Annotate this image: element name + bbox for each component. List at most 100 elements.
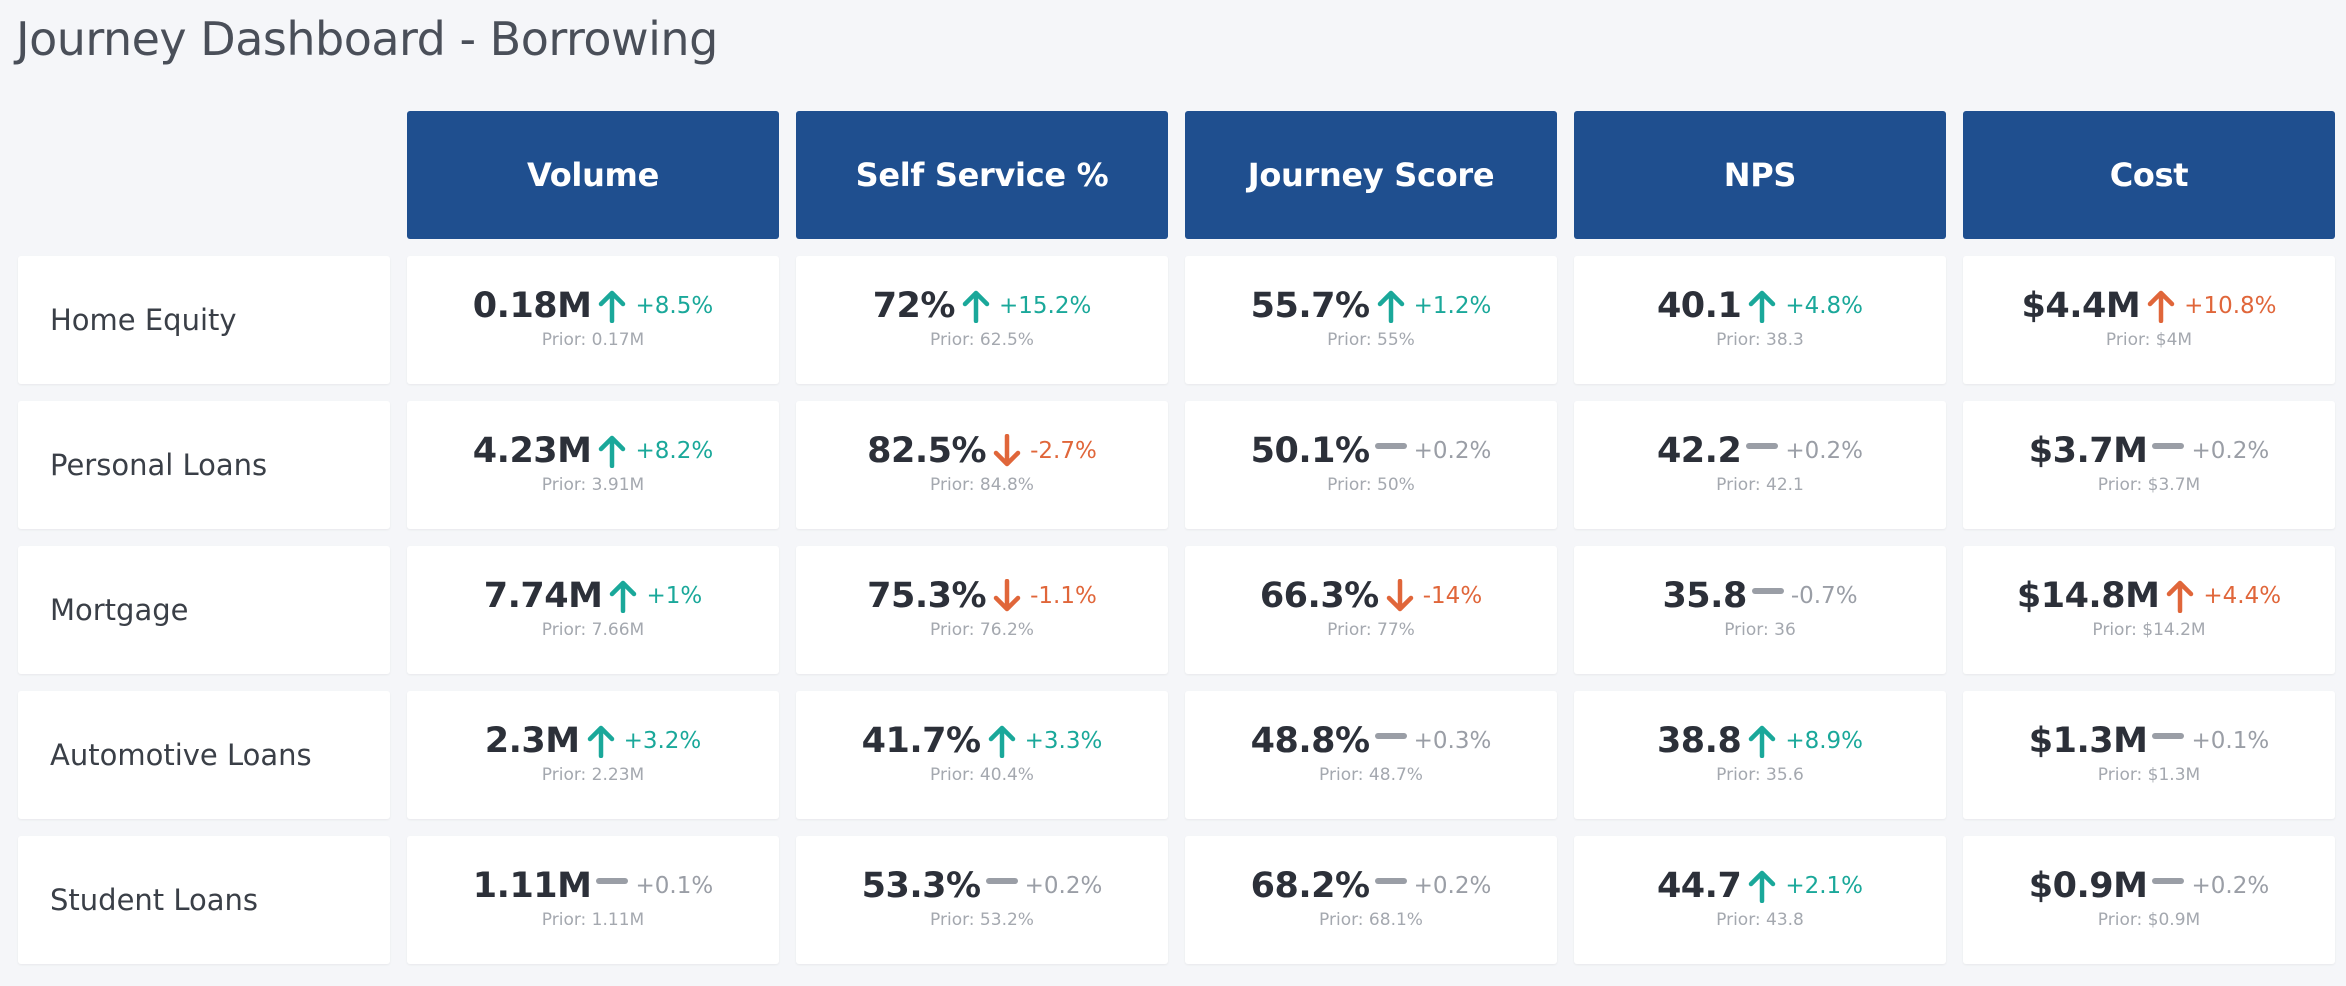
metric-prior: Prior: 62.5% [930, 330, 1034, 350]
metric-card-cost: $1.3M +0.1% Prior: $1.3M [1963, 691, 2335, 819]
metric-change: +0.2% [1024, 873, 1103, 899]
metric-card-journey-score: 50.1% +0.2% Prior: 50% [1185, 401, 1557, 529]
row-label: Personal Loans [18, 401, 390, 529]
metric-card-cost: $4.4M +10.8% Prior: $4M [1963, 256, 2335, 384]
metric-prior: Prior: $3.7M [2097, 475, 2201, 495]
metric-line: 38.8 +8.9% [1657, 719, 1863, 763]
metric-line: $4.4M +10.8% [2021, 284, 2276, 328]
metric-change: +0.1% [2191, 728, 2270, 754]
metric-card-volume: 2.3M +3.2% Prior: 2.23M [407, 691, 779, 819]
metric-change: +8.9% [1785, 728, 1864, 754]
column-header-cost: Cost [1963, 111, 2335, 239]
metric-card-journey-score: 55.7% +1.2% Prior: 55% [1185, 256, 1557, 384]
metric-prior: Prior: 84.8% [930, 475, 1034, 495]
metric-line: 2.3M +3.2% [485, 719, 702, 763]
metric-value: 50.1% [1250, 431, 1370, 471]
metric-line: 75.3% -1.1% [867, 574, 1097, 618]
arrow-up-icon [595, 286, 629, 326]
metric-prior: Prior: $14.2M [2092, 620, 2206, 640]
metric-value: 35.8 [1662, 576, 1747, 616]
metric-prior: Prior: 42.1 [1716, 475, 1804, 495]
metric-line: 66.3% -14% [1260, 574, 1482, 618]
metric-change: +0.1% [635, 873, 714, 899]
metric-line: $3.7M +0.2% [2029, 429, 2269, 473]
metric-change: +0.2% [1785, 438, 1864, 464]
metric-line: 1.11M +0.1% [473, 864, 713, 908]
dash-icon [1745, 431, 1779, 471]
arrow-down-icon [990, 576, 1024, 616]
metric-value: $0.9M [2028, 866, 2148, 906]
metric-change: +4.4% [2203, 583, 2282, 609]
arrow-up-icon [2144, 286, 2178, 326]
metric-value: 4.23M [472, 431, 592, 471]
metric-value: 2.3M [484, 721, 580, 761]
metric-card-self-service: 53.3% +0.2% Prior: 53.2% [796, 836, 1168, 964]
metric-value: 55.7% [1250, 286, 1370, 326]
metric-value: 48.8% [1250, 721, 1370, 761]
metric-change: +0.2% [1413, 873, 1492, 899]
row-label: Mortgage [18, 546, 390, 674]
row-label: Student Loans [18, 836, 390, 964]
metric-value: 72% [872, 286, 956, 326]
metric-card-self-service: 75.3% -1.1% Prior: 76.2% [796, 546, 1168, 674]
metric-prior: Prior: 35.6 [1716, 765, 1804, 785]
metric-prior: Prior: 3.91M [541, 475, 645, 495]
metric-change: +3.3% [1024, 728, 1103, 754]
row-label: Automotive Loans [18, 691, 390, 819]
column-header-journey-score: Journey Score [1185, 111, 1557, 239]
metric-line: 53.3% +0.2% [862, 864, 1103, 908]
arrow-down-icon [990, 431, 1024, 471]
metric-line: 35.8 -0.7% [1662, 574, 1857, 618]
metric-card-cost: $14.8M +4.4% Prior: $14.2M [1963, 546, 2335, 674]
metric-change: +0.2% [2191, 438, 2270, 464]
metric-card-nps: 35.8 -0.7% Prior: 36 [1574, 546, 1946, 674]
metric-value: 44.7 [1656, 866, 1742, 906]
metric-change: +0.3% [1413, 728, 1492, 754]
dash-icon [1751, 576, 1785, 616]
metric-prior: Prior: 55% [1327, 330, 1415, 350]
metric-change: +8.2% [635, 438, 714, 464]
metric-change: +3.2% [623, 728, 702, 754]
metric-value: 41.7% [861, 721, 981, 761]
metric-change: -2.7% [1030, 438, 1097, 464]
arrow-up-icon [1745, 866, 1779, 906]
metric-card-cost: $0.9M +0.2% Prior: $0.9M [1963, 836, 2335, 964]
metric-value: $4.4M [2021, 286, 2141, 326]
metric-change: +1.2% [1413, 293, 1492, 319]
metric-card-journey-score: 48.8% +0.3% Prior: 48.7% [1185, 691, 1557, 819]
metric-value: 66.3% [1259, 576, 1379, 616]
arrow-down-icon [1383, 576, 1417, 616]
metric-line: $0.9M +0.2% [2029, 864, 2269, 908]
metric-value: 68.2% [1250, 866, 1370, 906]
metric-prior: Prior: 68.1% [1319, 910, 1423, 930]
metric-line: 7.74M +1% [484, 574, 702, 618]
metric-change: +4.8% [1785, 293, 1864, 319]
metric-value: 42.2 [1656, 431, 1742, 471]
metric-card-volume: 4.23M +8.2% Prior: 3.91M [407, 401, 779, 529]
metric-card-nps: 42.2 +0.2% Prior: 42.1 [1574, 401, 1946, 529]
metric-line: 4.23M +8.2% [473, 429, 713, 473]
metric-value: 75.3% [867, 576, 987, 616]
dash-icon [985, 866, 1019, 906]
metric-prior: Prior: $0.9M [2097, 910, 2201, 930]
metric-line: 72% +15.2% [873, 284, 1092, 328]
metric-line: 82.5% -2.7% [867, 429, 1097, 473]
metric-prior: Prior: $4M [2105, 330, 2193, 350]
metric-card-self-service: 41.7% +3.3% Prior: 40.4% [796, 691, 1168, 819]
metric-prior: Prior: 43.8 [1716, 910, 1804, 930]
metric-value: 53.3% [861, 866, 981, 906]
metric-prior: Prior: 53.2% [930, 910, 1034, 930]
metric-line: 41.7% +3.3% [862, 719, 1103, 763]
metric-line: 44.7 +2.1% [1657, 864, 1863, 908]
metric-card-journey-score: 68.2% +0.2% Prior: 68.1% [1185, 836, 1557, 964]
metric-card-journey-score: 66.3% -14% Prior: 77% [1185, 546, 1557, 674]
metric-value: 7.74M [483, 576, 603, 616]
metric-line: 42.2 +0.2% [1657, 429, 1863, 473]
metric-card-volume: 0.18M +8.5% Prior: 0.17M [407, 256, 779, 384]
metric-change: +0.2% [1413, 438, 1492, 464]
metric-prior: Prior: 2.23M [541, 765, 645, 785]
arrow-up-icon [2163, 576, 2197, 616]
metric-line: 48.8% +0.3% [1251, 719, 1492, 763]
metric-prior: Prior: 40.4% [930, 765, 1034, 785]
arrow-up-icon [959, 286, 993, 326]
